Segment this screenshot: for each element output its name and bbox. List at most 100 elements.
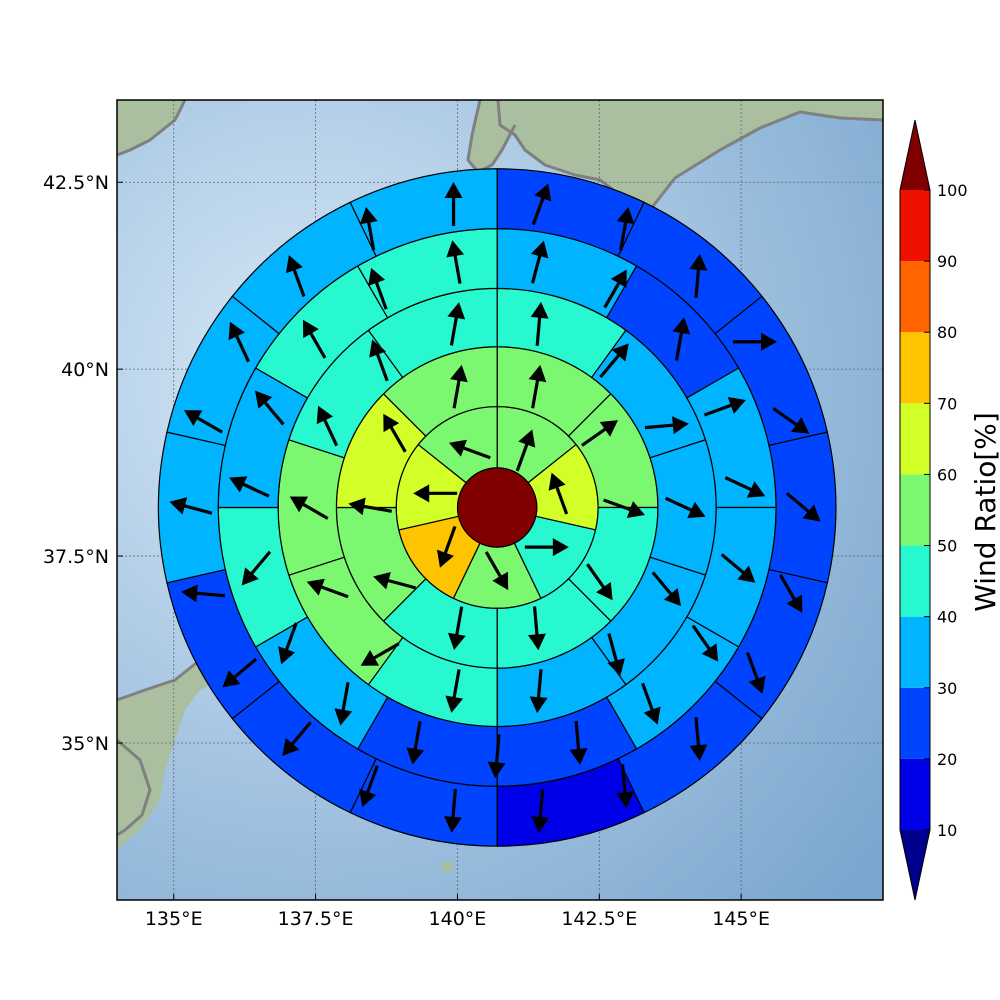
wind-arrow <box>644 416 689 435</box>
wind-arrow-shape <box>445 669 464 713</box>
wind-arrow <box>373 571 416 590</box>
wind-arrow <box>778 573 803 613</box>
wind-arrow-shape <box>616 206 635 251</box>
wind-arrow-shape <box>772 407 810 434</box>
colorbar-tick-label: 20 <box>937 750 957 769</box>
wind-arrow <box>369 339 389 382</box>
wind-arrow <box>348 497 393 516</box>
wind-arrow <box>484 551 509 591</box>
wind-arrow-shape <box>607 633 625 677</box>
colorbar-label: Wind Ratio[%] <box>969 412 1000 612</box>
wind-arrow-shape <box>569 720 588 765</box>
wind-arrow <box>703 396 746 417</box>
wind-arrow <box>446 240 465 284</box>
wind-arrow <box>691 624 719 662</box>
wind-arrow-shape <box>603 498 645 518</box>
wind-arrow <box>282 721 312 756</box>
wind-arrow <box>334 682 353 726</box>
sector-cell <box>349 168 498 258</box>
wind-arrow <box>181 584 226 603</box>
wind-arrow-shape <box>450 364 468 409</box>
wind-arrow <box>746 651 766 694</box>
x-tick-label: 142.5°E <box>561 908 637 930</box>
x-axis-ticks: 135°E 137.5°E 140°E 142.5°E 145°E <box>145 894 770 930</box>
wind-arrow <box>444 182 463 227</box>
wind-arrow <box>228 321 251 363</box>
wind-arrow <box>531 788 550 833</box>
wind-arrow-shape <box>306 578 349 599</box>
wind-arrow <box>616 206 635 251</box>
wind-arrow <box>183 410 223 434</box>
wind-arrow-shape <box>672 317 691 361</box>
y-axis-ticks: 35°N 37.5°N 40°N 42.5°N <box>43 172 123 755</box>
wind-arrow-shape <box>530 301 549 346</box>
wind-arrow-shape <box>586 563 613 601</box>
wind-direction-arrows <box>169 182 821 833</box>
wind-arrow <box>450 364 468 409</box>
wind-arrow-shape <box>368 267 388 310</box>
wind-arrow-shape <box>183 410 223 434</box>
colorbar-segment <box>900 190 930 262</box>
y-tick-label: 40°N <box>61 359 109 381</box>
wind-arrow-shape <box>664 496 706 519</box>
wind-arrow-shape <box>302 319 327 359</box>
wind-arrow <box>599 343 629 379</box>
wind-arrow-shape <box>446 240 465 284</box>
wind-arrow <box>306 578 349 599</box>
y-tick-label: 37.5°N <box>43 546 109 568</box>
wind-arrow <box>641 682 661 725</box>
wind-arrow-shape <box>359 765 379 807</box>
wind-arrow-shape <box>241 550 272 586</box>
wind-arrow <box>548 472 569 515</box>
wind-arrow-shape <box>603 269 627 309</box>
wind-arrow <box>603 269 627 309</box>
wind-arrow-shape <box>599 343 629 379</box>
wind-arrow <box>487 734 506 779</box>
colorbar-segment <box>900 616 930 688</box>
wind-arrow <box>689 717 708 762</box>
x-tick-label: 140°E <box>429 908 487 930</box>
wind-arrow-shape <box>733 332 778 351</box>
wind-arrow-shape <box>255 390 285 426</box>
colorbar-under-extension <box>900 830 930 900</box>
wind-arrow-shape <box>651 571 682 607</box>
wind-arrow <box>447 302 466 346</box>
wind-arrow <box>436 525 457 568</box>
colorbar-tick-label: 100 <box>937 181 968 200</box>
wind-arrow <box>448 439 491 460</box>
wind-arrow-shape <box>515 429 536 472</box>
wind-arrow-shape <box>531 788 550 833</box>
colorbar-segment <box>900 687 930 759</box>
wind-arrow-shape <box>334 682 353 726</box>
x-tick-label: 135°E <box>145 908 203 930</box>
coastline-shikoku <box>117 100 187 157</box>
wind-arrow <box>607 633 625 677</box>
wind-arrow <box>285 255 306 298</box>
wind-arrow-shape <box>278 622 298 665</box>
wind-arrow-shape <box>528 364 547 409</box>
map-frame <box>116 99 884 901</box>
wind-arrow <box>603 498 645 518</box>
wind-arrow <box>772 407 810 434</box>
wind-arrow <box>169 497 213 515</box>
wind-arrow-shape <box>222 657 258 688</box>
wind-arrow-shape <box>689 253 708 298</box>
land-izu-islands <box>442 862 452 872</box>
wind-arrow-shape <box>581 420 619 447</box>
wind-arrow <box>413 484 458 503</box>
wind-arrow <box>733 332 778 351</box>
wind-arrow-shape <box>360 642 400 666</box>
wind-arrow <box>447 606 466 651</box>
colorbar-tick-label: 60 <box>937 465 957 484</box>
wind-arrow <box>360 642 400 666</box>
wind-arrow-shape <box>530 240 549 284</box>
wind-arrow <box>368 267 388 310</box>
wind-arrow-shape <box>348 497 393 516</box>
wind-arrow-shape <box>229 476 270 498</box>
wind-arrow-shape <box>285 255 306 298</box>
wind-arrow-shape <box>527 606 546 651</box>
x-tick-label: 137.5°E <box>278 908 354 930</box>
wind-arrow-shape <box>548 472 569 515</box>
wind-arrow-shape <box>444 182 463 227</box>
wind-arrow-shape <box>169 497 213 515</box>
